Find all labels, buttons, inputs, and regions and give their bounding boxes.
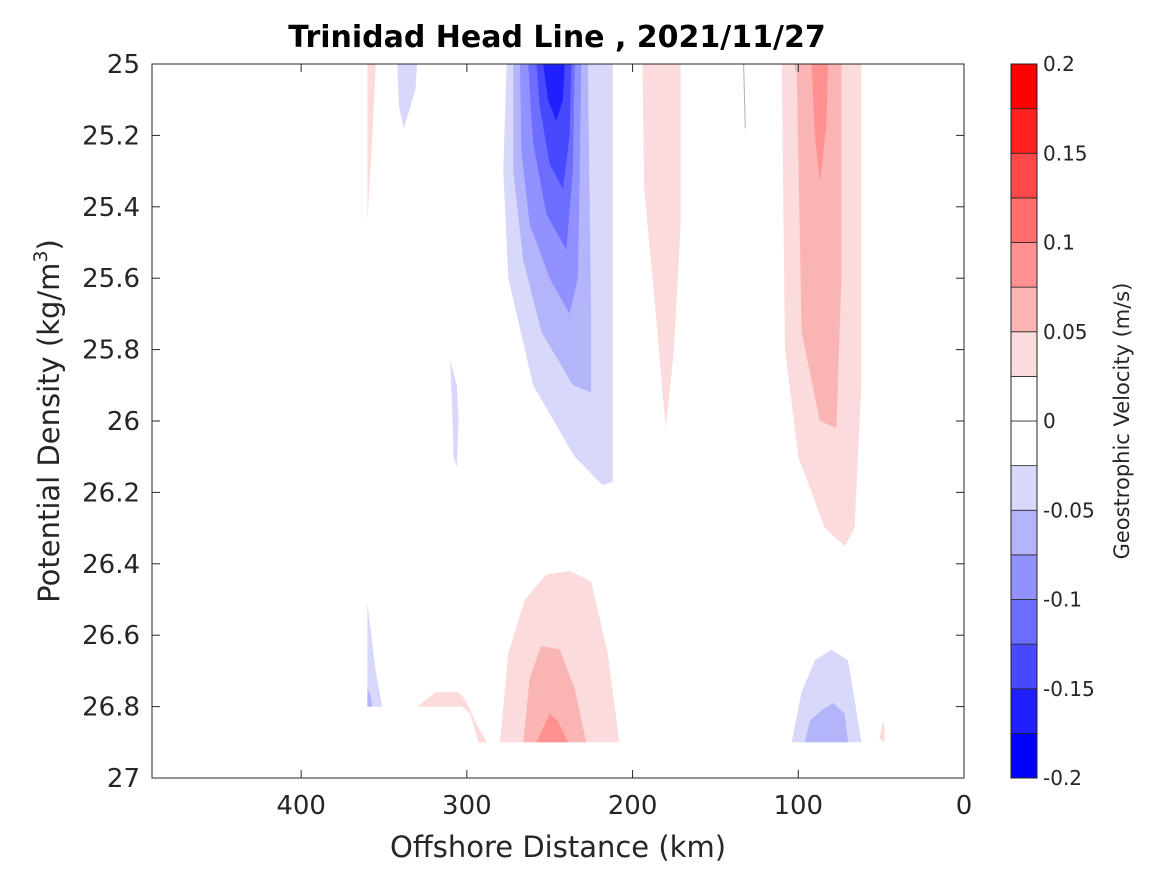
contour-fills [367, 64, 885, 743]
y-axis-label-close: ) [32, 239, 66, 250]
x-tick-label: 400 [276, 791, 326, 821]
colorbar-segment [1010, 375, 1038, 422]
y-axis-label-superscript: 3 [30, 250, 52, 262]
colorbar-tick-label: -0.1 [1043, 588, 1082, 612]
colorbar-segment [1010, 643, 1038, 690]
colorbar-segment [1010, 286, 1038, 333]
colorbar-segment [1010, 420, 1038, 467]
zero-contour-line [743, 63, 746, 129]
pos-deep-west-fill [417, 692, 487, 743]
neg-deep-west-fill [367, 688, 373, 707]
y-tick-label: 25.4 [82, 193, 140, 223]
colorbar-label: Geostrophic Velocity (m/s) [1110, 283, 1134, 560]
colorbar [1010, 63, 1038, 779]
y-tick-label: 25 [107, 50, 140, 80]
neg-deep-west-fill [367, 603, 383, 707]
neg-west-thin-fill [450, 360, 459, 468]
colorbar-segment [1010, 197, 1038, 243]
y-tick-label: 25.6 [82, 264, 140, 294]
colorbar-segment [1010, 465, 1038, 511]
colorbar-segment [1010, 63, 1038, 110]
y-tick-label: 26.8 [82, 693, 140, 723]
colorbar-tick-label: -0.05 [1043, 498, 1095, 522]
pos-mid-band-fill [642, 64, 681, 429]
colorbar-segment [1010, 509, 1038, 556]
colorbar-segment [1010, 108, 1038, 154]
y-tick-label: 27 [107, 764, 140, 794]
zero-contour-line [794, 63, 798, 72]
pos-deep-core-fill [523, 645, 587, 743]
colorbar-tick-label: 0 [1043, 409, 1056, 433]
neg-deep-east-fill [804, 703, 848, 743]
colorbar-segment [1010, 688, 1038, 734]
colorbar-segment [1010, 331, 1038, 377]
y-axis-label-main: Potential Density (kg/m [32, 263, 66, 603]
pos-deep-core-fill [536, 713, 568, 743]
pos-east-core-fill [796, 64, 842, 429]
x-axis-label: Offshore Distance (km) [390, 830, 726, 864]
y-tick-label: 26 [107, 407, 140, 437]
pos-east-core-fill [811, 64, 829, 182]
x-tick-label: 300 [442, 791, 492, 821]
x-axis-ticks: 400 300 200 100 0 [276, 64, 972, 821]
colorbar-tick-label: 0.2 [1043, 52, 1075, 76]
y-tick-label: 26.4 [82, 550, 140, 580]
colorbar-segment [1010, 732, 1038, 779]
x-tick-label: 200 [608, 791, 658, 821]
colorbar-segment [1010, 554, 1038, 600]
y-tick-label: 25.2 [82, 121, 140, 151]
colorbar-segment [1010, 152, 1038, 199]
y-axis-ticks: 25 25.2 25.4 25.6 25.8 26 26.2 26.4 26.6 26.8 27 [82, 50, 964, 794]
colorbar-tick-label: -0.2 [1043, 766, 1082, 790]
y-tick-label: 26.2 [82, 478, 140, 508]
colorbar-ticks: 0.2 0.15 0.1 0.05 0 -0.05 -0.1 -0.15 -0.2 [1043, 52, 1095, 790]
neg-core-upper-fill [543, 64, 565, 122]
x-tick-label: 100 [773, 791, 823, 821]
zero-contour-lines [743, 63, 798, 129]
chart-title: Trinidad Head Line , 2021/11/27 [288, 20, 825, 55]
x-tick-label: 0 [956, 791, 973, 821]
pos-east-dot-fill [879, 720, 885, 743]
y-tick-label: 25.8 [82, 336, 140, 366]
colorbar-tick-label: 0.15 [1043, 141, 1088, 165]
pos-west-sliver-fill [367, 64, 376, 222]
neg-west-small-fill [397, 64, 418, 129]
colorbar-tick-label: 0.1 [1043, 231, 1075, 255]
colorbar-tick-label: 0.05 [1043, 320, 1088, 344]
y-axis-label: Potential Density (kg/m3) [30, 239, 66, 603]
colorbar-segment [1010, 242, 1038, 288]
y-tick-label: 26.6 [82, 621, 140, 651]
colorbar-tick-label: -0.15 [1043, 677, 1095, 701]
colorbar-frame [1010, 63, 1038, 779]
colorbar-segment [1010, 599, 1038, 645]
